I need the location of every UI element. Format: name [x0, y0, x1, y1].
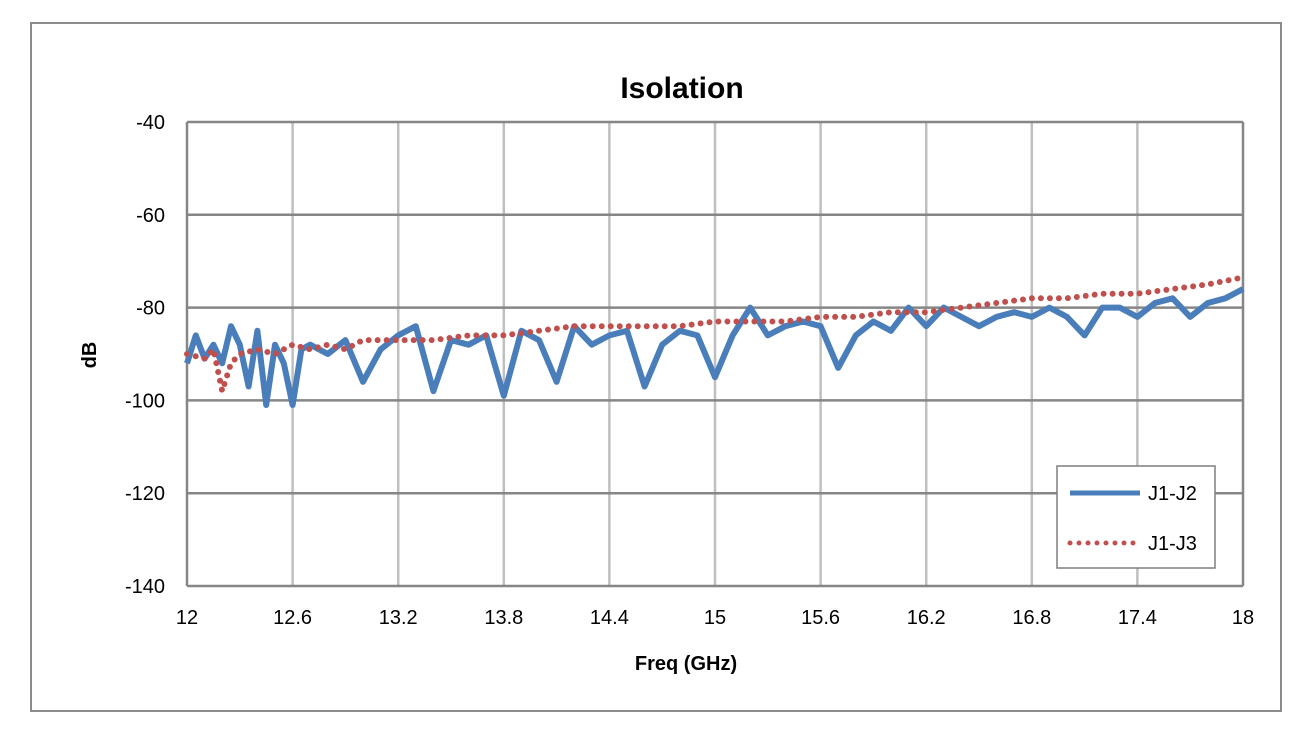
y-tick-label: -80 — [136, 298, 165, 320]
y-tick-label: -120 — [125, 483, 165, 505]
y-tick-label: -60 — [136, 205, 165, 227]
x-tick-label: 16.8 — [1012, 607, 1051, 629]
chart-frame — [30, 22, 1282, 712]
legend-label-j1-j3: J1-J3 — [1148, 533, 1197, 555]
x-axis-label: Freq (GHz) — [635, 653, 737, 675]
x-tick-label: 16.2 — [907, 607, 946, 629]
y-axis-label: dB — [79, 342, 101, 369]
y-tick-label: -100 — [125, 390, 165, 412]
y-tick-label: -140 — [125, 576, 165, 598]
x-tick-label: 18 — [1232, 607, 1254, 629]
x-tick-label: 13.2 — [379, 607, 418, 629]
x-tick-label: 15.6 — [801, 607, 840, 629]
x-tick-label: 13.8 — [484, 607, 523, 629]
legend-box — [1056, 465, 1216, 569]
x-tick-label: 12 — [176, 607, 198, 629]
series-line-j1-j2 — [184, 286, 1245, 408]
x-tick-label: 12.6 — [273, 607, 312, 629]
x-tick-label: 17.4 — [1118, 607, 1157, 629]
x-tick-label: 14.4 — [590, 607, 629, 629]
series-line-j1-j3 — [184, 274, 1246, 395]
chart-title: Isolation — [620, 72, 743, 105]
x-tick-label: 15 — [704, 607, 726, 629]
legend: J1-J2 J1-J3 — [1056, 465, 1216, 569]
y-tick-label: -40 — [136, 112, 165, 134]
legend-label-j1-j2: J1-J2 — [1148, 483, 1197, 505]
